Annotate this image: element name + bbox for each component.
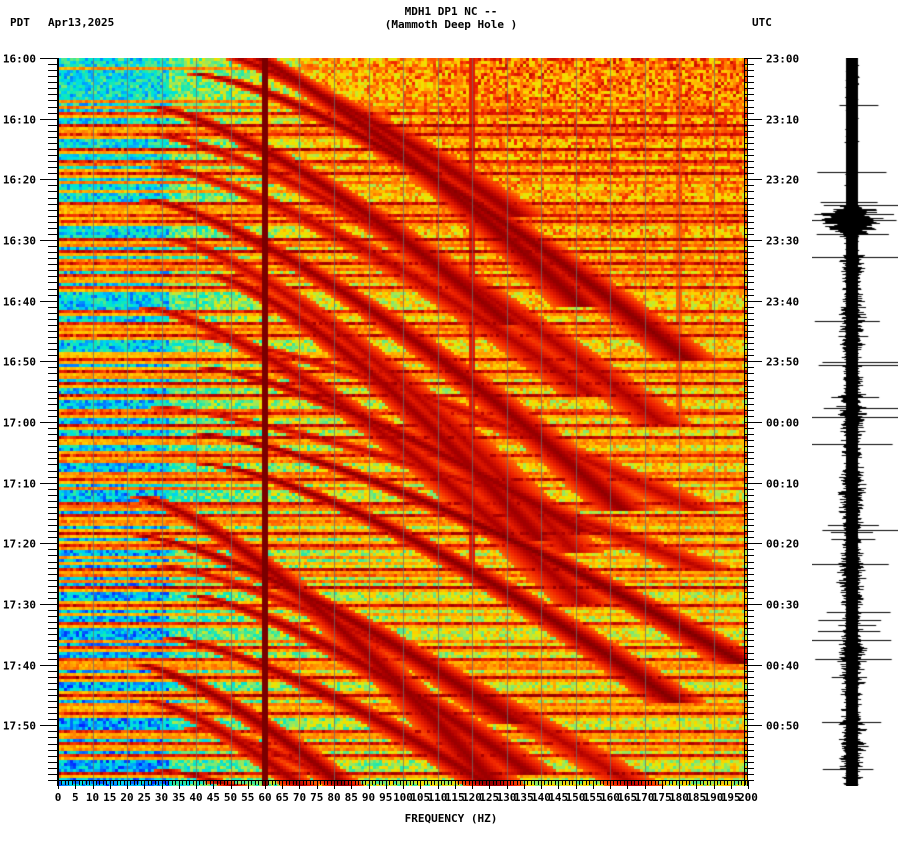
time-tick-label: 16:00: [3, 53, 36, 66]
frequency-tick-label: 135: [514, 791, 534, 804]
frequency-tick-label: 90: [362, 791, 375, 804]
time-tick-label: 16:40: [3, 296, 36, 309]
time-tick-label: 17:50: [3, 720, 36, 733]
frequency-tick-label: 15: [103, 791, 116, 804]
frequency-tick-label: 45: [207, 791, 220, 804]
time-tick-label: 00:10: [766, 478, 799, 491]
frequency-tick-label: 55: [241, 791, 254, 804]
frequency-tick-label: 145: [548, 791, 568, 804]
time-tick-label: 17:00: [3, 417, 36, 430]
time-tick-label: 17:10: [3, 478, 36, 491]
time-tick-label: 23:10: [766, 114, 799, 127]
time-tick-label: 23:20: [766, 174, 799, 187]
frequency-tick-label: 175: [652, 791, 672, 804]
frequency-tick-label: 5: [72, 791, 79, 804]
frequency-tick-label: 65: [276, 791, 289, 804]
frequency-tick-label: 195: [721, 791, 741, 804]
frequency-tick-label: 50: [224, 791, 237, 804]
time-tick-label: 17:40: [3, 660, 36, 673]
frequency-tick-label: 20: [120, 791, 133, 804]
frequency-tick-label: 0: [55, 791, 62, 804]
timezone-label-left: PDT: [10, 16, 30, 29]
frequency-tick-label: 120: [462, 791, 482, 804]
time-tick-label: 23:00: [766, 53, 799, 66]
time-tick-label: 23:30: [766, 235, 799, 248]
time-tick-label: 00:50: [766, 720, 799, 733]
frequency-axis: 0 5 10 15 20 25 30 35 40 45 50 55 60 65 70 75 80 85 90 95 10…: [55, 780, 758, 804]
time-tick-label: 23:50: [766, 356, 799, 369]
time-tick-label: 00:00: [766, 417, 799, 430]
frequency-tick-label: 160: [600, 791, 620, 804]
frequency-tick-label: 70: [293, 791, 306, 804]
frequency-tick-label: 200: [738, 791, 758, 804]
page-subtitle: (Mammoth Deep Hole ): [384, 18, 518, 31]
spectrogram-heatmap: [58, 58, 748, 786]
time-tick-label: 00:30: [766, 599, 799, 612]
timezone-label-right: UTC: [752, 16, 772, 29]
frequency-tick-label: 105: [410, 791, 430, 804]
frequency-tick-label: 30: [155, 791, 168, 804]
time-tick-label: 17:30: [3, 599, 36, 612]
time-axis-local: 16:00 16:10 16:20 16:30 16:40 16:50 17:00 17:10…: [3, 53, 58, 786]
frequency-tick-label: 10: [86, 791, 99, 804]
time-tick-label: 16:50: [3, 356, 36, 369]
frequency-tick-label: 35: [172, 791, 185, 804]
frequency-tick-label: 40: [189, 791, 202, 804]
frequency-tick-label: 95: [379, 791, 392, 804]
time-tick-label: 00:40: [766, 660, 799, 673]
time-tick-label: 23:40: [766, 296, 799, 309]
frequency-tick-label: 155: [583, 791, 603, 804]
frequency-tick-label: 60: [258, 791, 271, 804]
frequency-tick-label: 75: [310, 791, 323, 804]
frequency-tick-label: 25: [138, 791, 151, 804]
frequency-tick-label: 115: [445, 791, 465, 804]
date-label: Apr13,2025: [48, 16, 115, 29]
frequency-tick-label: 100: [393, 791, 413, 804]
time-tick-label: 16:30: [3, 235, 36, 248]
frequency-axis-title: FREQUENCY (HZ): [404, 812, 498, 825]
frequency-tick-label: 85: [345, 791, 358, 804]
frequency-tick-label: 125: [479, 791, 499, 804]
frequency-tick-label: 150: [566, 791, 586, 804]
time-tick-label: 00:20: [766, 538, 799, 551]
time-axis-utc: 23:00 23:10 23:20 23:30 23:40 23:50 00:00 00:10…: [744, 53, 799, 786]
frequency-tick-label: 190: [704, 791, 724, 804]
time-tick-label: 17:20: [3, 538, 36, 551]
time-tick-label: 16:20: [3, 174, 36, 187]
seismogram-trace: [812, 58, 898, 786]
frequency-tick-label: 110: [428, 791, 448, 804]
frequency-tick-label: 80: [327, 791, 340, 804]
frequency-tick-label: 140: [531, 791, 551, 804]
spectrogram-panel: [58, 58, 748, 786]
page-title: MDH1 DP1 NC --: [404, 5, 498, 18]
time-tick-label: 16:10: [3, 114, 36, 127]
frequency-tick-label: 185: [686, 791, 706, 804]
frequency-tick-label: 130: [497, 791, 517, 804]
frequency-tick-label: 170: [635, 791, 655, 804]
frequency-tick-label: 165: [617, 791, 637, 804]
frequency-tick-label: 180: [669, 791, 689, 804]
